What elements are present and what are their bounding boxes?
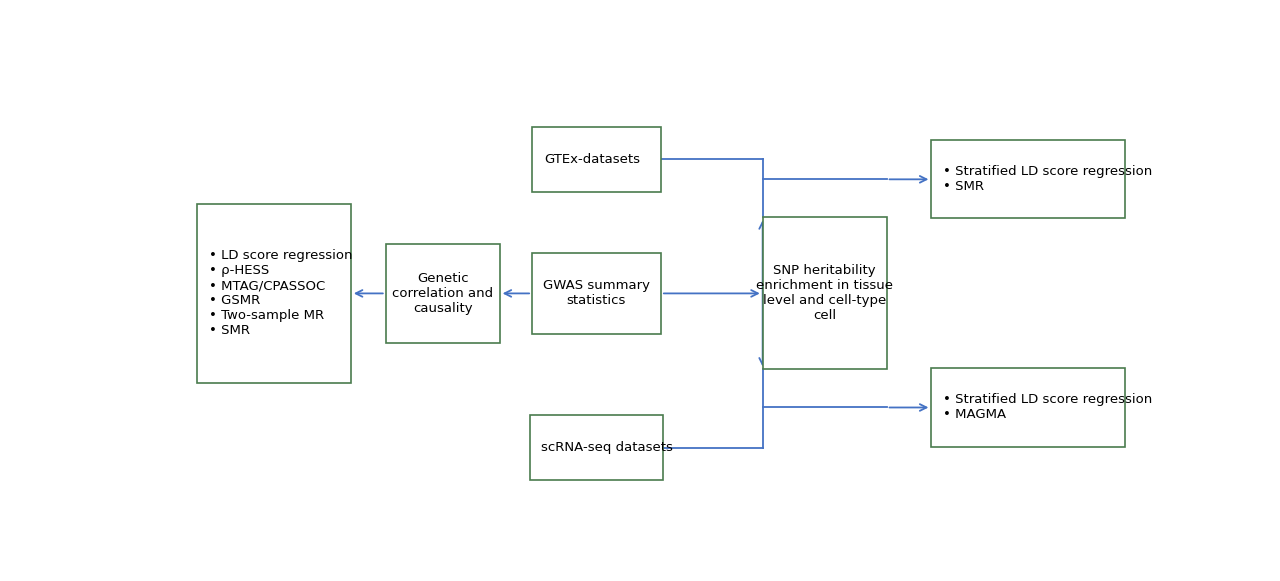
FancyBboxPatch shape <box>532 127 660 192</box>
FancyBboxPatch shape <box>532 253 660 333</box>
Text: GWAS summary
statistics: GWAS summary statistics <box>543 279 650 307</box>
FancyBboxPatch shape <box>530 415 663 480</box>
Text: • Stratified LD score regression
• MAGMA: • Stratified LD score regression • MAGMA <box>943 393 1152 421</box>
Text: • Stratified LD score regression
• SMR: • Stratified LD score regression • SMR <box>943 166 1152 193</box>
FancyBboxPatch shape <box>385 244 499 343</box>
Text: scRNA-seq datasets: scRNA-seq datasets <box>541 441 673 454</box>
FancyBboxPatch shape <box>763 217 887 370</box>
Text: Genetic
correlation and
causality: Genetic correlation and causality <box>392 272 493 315</box>
FancyBboxPatch shape <box>197 204 351 383</box>
Text: • LD score regression
• ρ-HESS
• MTAG/CPASSOC
• GSMR
• Two-sample MR
• SMR: • LD score regression • ρ-HESS • MTAG/CP… <box>209 249 352 338</box>
Text: SNP heritability
enrichment in tissue
level and cell-type
cell: SNP heritability enrichment in tissue le… <box>756 264 893 322</box>
Text: GTEx-datasets: GTEx-datasets <box>544 153 640 166</box>
FancyBboxPatch shape <box>932 368 1125 447</box>
FancyBboxPatch shape <box>932 140 1125 218</box>
